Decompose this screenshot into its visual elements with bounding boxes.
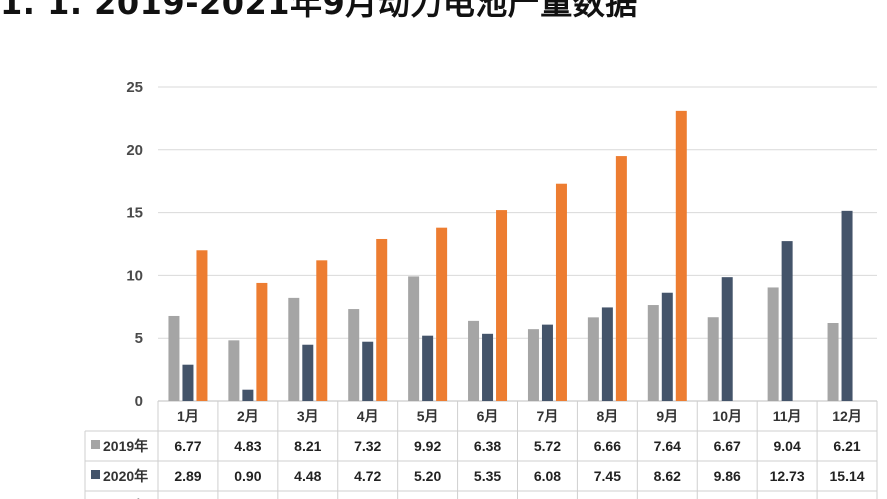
y-tick-label: 5 [135,330,143,347]
bar-2020年-12月 [841,210,853,401]
x-tick-label: 8月 [596,408,618,424]
bar-2019年-9月 [647,305,659,401]
bar-2021年-8月 [615,156,627,401]
table-cell: 9.86 [714,468,741,484]
bar-2019年-11月 [767,287,779,401]
table-cell: 0.90 [234,468,261,484]
x-tick-label: 4月 [357,408,379,424]
bar-2021年-6月 [496,210,508,401]
y-tick-label: 25 [126,79,143,96]
table-cell: 6.21 [833,438,860,454]
bars [168,110,853,401]
bar-2019年-4月 [348,309,360,401]
y-tick-label: 20 [126,142,143,159]
bar-2019年-1月 [168,315,180,401]
bar-2020年-6月 [482,333,494,401]
table-cell: 6.67 [714,438,741,454]
bar-2019年-2月 [228,340,240,401]
table-cell: 5.72 [534,438,561,454]
bar-2020年-11月 [781,241,793,401]
bar-2021年-9月 [675,110,687,401]
legend-swatch [91,470,100,479]
bar-2020年-8月 [601,307,613,401]
bar-2019年-8月 [587,317,599,401]
page-title: 1. 1. 2019-2021年9月动力电池产量数据 [0,0,638,22]
bar-2020年-7月 [541,324,553,401]
bar-2020年-5月 [422,335,434,401]
bar-2021年-7月 [555,183,567,401]
x-tick-label: 2月 [237,408,259,424]
bar-2020年-3月 [302,344,314,401]
bar-2021年-1月 [196,250,208,401]
table-cell: 4.48 [294,468,321,484]
table-cell: 5.20 [414,468,441,484]
table-cell: 8.62 [654,468,681,484]
table-cell: 4.83 [234,438,261,454]
table-cell: 2.89 [174,468,201,484]
bar-2021年-4月 [376,238,388,401]
table-cell: 5.35 [474,468,501,484]
bar-2020年-2月 [242,389,254,401]
table-cell: 8.21 [294,438,321,454]
table-cell: 4.72 [354,468,381,484]
bar-2020年-9月 [661,292,673,401]
x-tick-label: 1月 [177,408,199,424]
bar-2020年-1月 [182,364,194,401]
data-table: 1月 2月 3月 4月 5月 6月 7月 8月 9月 10月 11月 12月 2019年 6.77 4.83… [84,401,878,499]
x-tick-label: 5月 [417,408,439,424]
bar-2021年-2月 [256,282,268,401]
table-cell: 15.14 [830,468,865,484]
x-tick-label: 10月 [712,408,742,424]
table-cell: 6.08 [534,468,561,484]
legend-swatch [91,440,100,449]
legend-label: 2019年 [103,438,148,454]
x-tick-label: 11月 [773,408,802,424]
bar-2020年-10月 [721,277,733,401]
y-tick-label: 15 [126,205,143,222]
table-cell: 9.04 [774,438,801,454]
bar-2019年-5月 [408,276,420,401]
table-cell: 6.66 [594,438,621,454]
y-tick-label: 10 [126,267,143,284]
bar-2021年-5月 [436,227,448,401]
table-cell: 6.77 [174,438,201,454]
bar-2019年-12月 [827,323,839,401]
x-tick-label: 12月 [832,408,862,424]
table-cell: 9.92 [414,438,441,454]
bar-2019年-10月 [707,317,719,401]
y-axis-ticks: 0 5 10 15 20 25 [126,79,143,410]
x-tick-label: 7月 [537,408,559,424]
bar-2019年-7月 [527,329,539,401]
y-tick-label: 0 [135,393,143,410]
table-cell: 7.32 [354,438,381,454]
bar-2019年-6月 [468,320,480,401]
bar-2020年-4月 [362,341,374,401]
x-tick-label: 6月 [477,408,499,424]
table-cell: 7.64 [654,438,681,454]
legend-label: 2020年 [103,468,148,484]
bar-2019年-3月 [288,297,300,401]
table-cell: 12.73 [770,468,805,484]
x-tick-label: 9月 [656,408,678,424]
bar-2021年-3月 [316,260,328,401]
table-cell: 6.38 [474,438,501,454]
x-tick-label: 3月 [297,408,319,424]
table-cell: 7.45 [594,468,621,484]
